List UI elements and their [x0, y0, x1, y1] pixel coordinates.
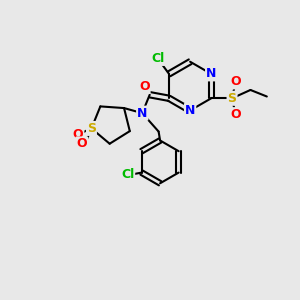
Text: S: S — [87, 122, 96, 135]
Text: N: N — [206, 68, 216, 80]
Text: S: S — [227, 92, 236, 105]
Text: N: N — [185, 104, 195, 117]
Text: O: O — [139, 80, 150, 93]
Text: O: O — [76, 137, 87, 150]
Text: O: O — [230, 108, 241, 121]
Text: Cl: Cl — [121, 169, 134, 182]
Text: O: O — [230, 75, 241, 88]
Text: Cl: Cl — [151, 52, 164, 65]
Text: O: O — [73, 128, 83, 141]
Text: N: N — [137, 106, 148, 120]
